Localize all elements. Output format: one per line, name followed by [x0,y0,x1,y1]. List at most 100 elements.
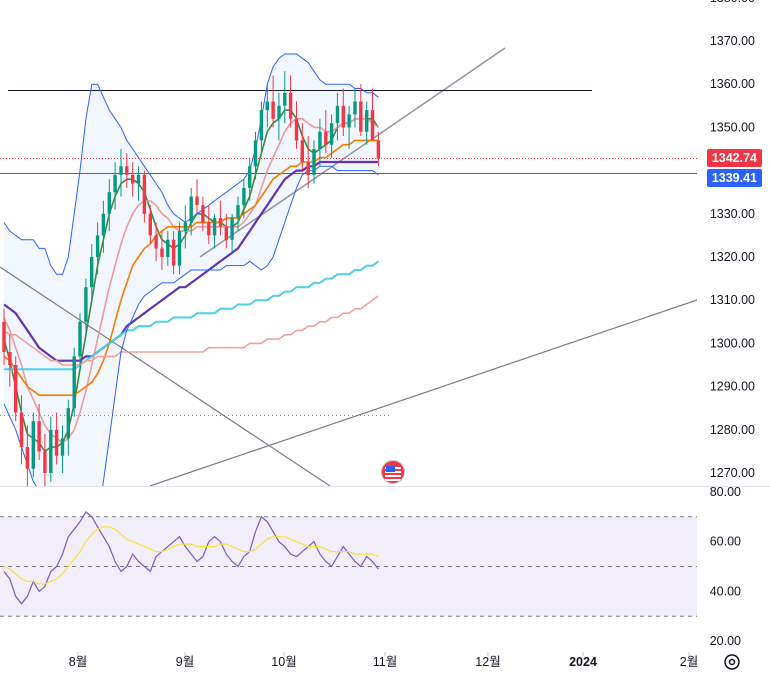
candle-body [166,239,170,257]
candle-body [90,257,94,288]
candle-body [365,110,369,132]
candle-body [201,205,205,223]
candle-body [43,451,47,473]
candle-body [14,365,18,413]
bb-area [4,54,379,486]
candle-body [324,131,328,145]
price-tick-label: 1320.00 [710,250,755,264]
candle-body [218,218,223,227]
rsi-axis[interactable]: 80.00 60.00 40.00 20.00 [710,485,741,648]
us-flag-event-icon[interactable] [381,460,405,484]
candle-body [160,248,164,257]
candle-body [148,213,152,236]
trendline-long-support [149,299,697,486]
rsi-tick-label: 60.00 [710,535,741,549]
horizontal-lines [0,90,697,416]
candle-body [294,118,299,141]
time-tick-label: 2월 [680,655,698,669]
candle-body [248,166,252,188]
candle-body [72,356,76,409]
candle-body [171,239,176,266]
rsi-tick-label: 80.00 [710,485,741,499]
time-tick-label: 8월 [69,655,87,669]
candle-body [113,174,117,193]
time-tick-label: 10월 [271,655,296,669]
candle-body [277,105,281,119]
time-tick-label: 11월 [373,655,397,669]
moving-average-line-4 [3,160,379,362]
rsi-tick-label: 40.00 [710,584,741,598]
price-tick-label: 1330.00 [710,207,755,221]
rsi-band [0,516,697,617]
candle-body [95,235,100,257]
price-tick-label: 1290.00 [710,380,755,394]
trendlines [0,47,697,486]
candle-body [347,114,351,128]
candle-body [8,352,12,365]
candle-body [329,123,334,145]
candlesticks [2,71,381,486]
price-axis[interactable]: 1380.00 1370.00 1360.00 1350.00 1330.00 1320.… [710,0,755,480]
candle-body [288,92,293,119]
moving-average-line-5 [4,260,379,371]
candle-body [265,101,269,111]
candle-body [54,429,59,456]
candle-body [125,166,129,175]
candle-body [195,196,199,206]
candle-body [49,429,53,473]
price-tick-label: 1310.00 [710,293,755,307]
candle-body [224,226,228,240]
candle-body [253,140,258,167]
bollinger-band-fill [4,54,379,486]
candle-body [19,412,24,448]
candle-body [236,205,240,219]
trendline-downtrend [0,266,331,486]
candle-body [359,101,363,132]
candle-body [341,105,345,128]
candle-body [283,92,287,106]
candle-body [230,218,234,240]
candle-body [119,166,123,175]
price-tick-label: 1370.00 [710,34,755,48]
candle-body [370,110,375,141]
price-tick-label: 1380.00 [710,0,755,5]
candle-body [318,131,322,149]
rsi-line [3,510,379,605]
candle-body [154,235,158,249]
candle-body [306,162,310,175]
candle-body [25,447,30,469]
candle-body [376,140,381,159]
candle-body [142,174,147,214]
candle-body [212,218,217,236]
bb-lower-line [3,165,379,486]
candle-body [207,222,211,236]
trendline-uptrend [199,47,506,258]
time-tick-label: 12월 [475,655,500,669]
price-tick-label: 1300.00 [710,336,755,350]
candle-body [131,174,135,184]
time-tick-label: 2024 [569,655,597,669]
price-tick-label: 1270.00 [710,466,755,480]
candle-body [2,321,6,352]
candle-body [177,231,182,266]
time-axis[interactable]: 8월 9월 10월 11월 12월 2024 2월 [69,652,698,669]
candle-body [107,192,111,214]
candle-body [259,110,264,141]
candle-body [335,105,340,124]
candle-body [300,140,304,162]
candle-body [271,101,275,119]
price-tick-label: 1350.00 [710,120,755,134]
rsi-ma-line [3,526,379,585]
candle-body [136,174,141,184]
current-price-badge: 1339.41 [706,169,762,187]
time-tick-label: 9월 [176,655,194,669]
last-price-badge: 1342.74 [706,149,762,167]
candle-body [84,287,88,322]
moving-average-line-6 [3,295,379,366]
candle-body [242,187,246,206]
settings-gear-icon[interactable] [722,652,742,672]
candle-body [60,438,65,456]
candle-body [312,149,316,175]
candle-body [37,421,41,452]
